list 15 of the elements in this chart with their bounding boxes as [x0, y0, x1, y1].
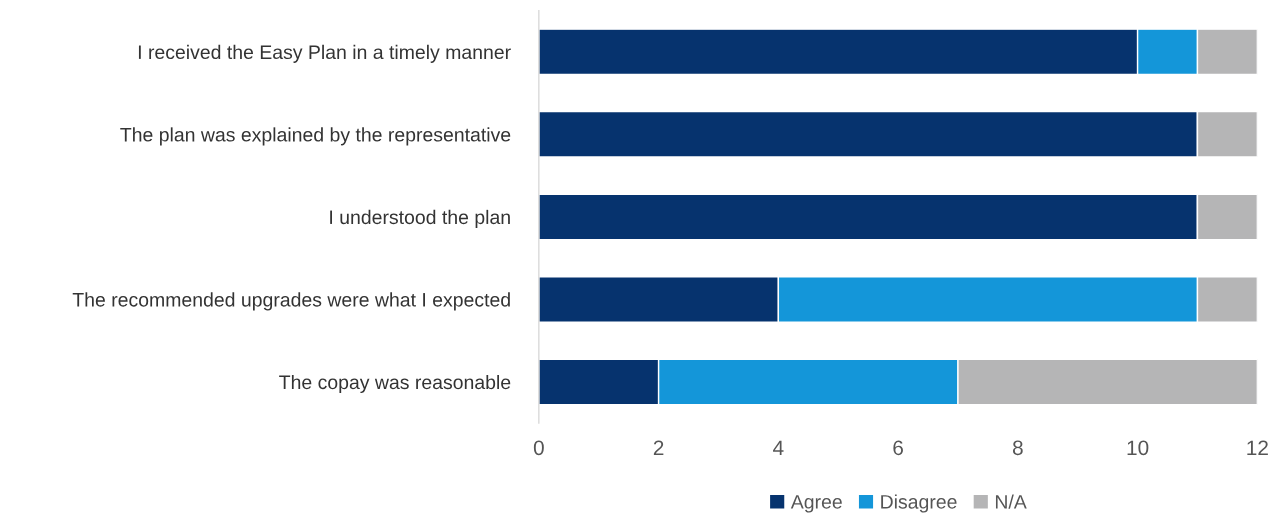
legend-label: Disagree — [881, 494, 957, 513]
x-tick-label: 10 — [1127, 440, 1149, 456]
x-tick-label: 6 — [893, 440, 903, 456]
y-tick-label: The copay was reasonable — [279, 374, 511, 394]
x-tick-label: 4 — [773, 440, 784, 455]
y-tick-label: The plan was explained by the representative — [120, 127, 511, 146]
y-tick-label: I received the Easy Plan in a timely manner — [138, 44, 511, 63]
x-tick-label: 2 — [653, 440, 664, 455]
x-tick-label: 8 — [1012, 440, 1023, 456]
x-tick-label: 0 — [533, 440, 544, 456]
legend-label: N/A — [995, 494, 1027, 509]
x-tick-label: 12 — [1247, 440, 1268, 455]
y-tick-label: I understood the plan — [330, 209, 510, 228]
legend-label: Agree — [790, 495, 842, 513]
y-tick-label: The recommended upgrades were what I expected — [72, 292, 510, 311]
